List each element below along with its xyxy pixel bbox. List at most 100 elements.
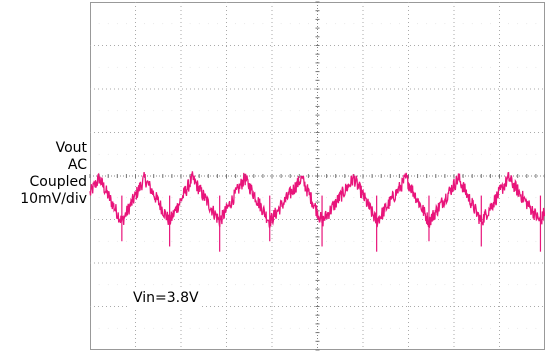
subdiv-dot (262, 327, 264, 329)
subdiv-dot (308, 153, 309, 155)
vin-annotation: Vin=3.8V (130, 290, 202, 307)
subdiv-dot (471, 240, 473, 242)
subdiv-dot (535, 197, 537, 199)
subdiv-dot (380, 23, 382, 25)
subdiv-dot (371, 110, 373, 112)
subdiv-dot (371, 327, 373, 329)
subdiv-dot (262, 110, 264, 112)
subdiv-dot (535, 23, 537, 25)
subdiv-dot (189, 23, 191, 25)
subdiv-dot (162, 66, 164, 68)
subdiv-dot (162, 240, 164, 242)
subdiv-dot (107, 327, 109, 329)
subdiv-dot (335, 66, 337, 68)
subdiv-dot (144, 110, 146, 112)
subdiv-dot (517, 66, 519, 68)
subdiv-dot (535, 153, 537, 155)
subdiv-dot (171, 66, 173, 68)
subdiv-dot (371, 197, 373, 199)
subdiv-dot (426, 110, 428, 112)
subdiv-dot (417, 66, 418, 68)
subdiv-dot (353, 240, 355, 242)
subdiv-dot (399, 197, 400, 199)
subdiv-dot (244, 197, 246, 199)
subdiv-dot (126, 197, 127, 199)
channel-label-line-1: Vout (55, 140, 87, 156)
subdiv-dot (326, 23, 327, 25)
subdiv-dot (426, 327, 428, 329)
subdiv-dot (462, 197, 464, 199)
subdiv-dot (435, 197, 437, 199)
subdiv-dot (116, 23, 118, 25)
subdiv-dot (462, 110, 464, 112)
subdiv-dot (198, 327, 200, 329)
subdiv-dot (435, 23, 437, 25)
subdiv-dot (444, 153, 446, 155)
subdiv-dot (280, 66, 282, 68)
subdiv-dot (335, 327, 337, 329)
subdiv-dot (535, 66, 537, 68)
subdiv-dot (508, 327, 509, 329)
subdiv-dot (335, 284, 337, 286)
subdiv-dot (480, 23, 482, 25)
channel-label-line-4: 10mV/div (20, 191, 87, 207)
subdiv-dot (162, 197, 164, 199)
subdiv-dot (526, 327, 528, 329)
subdiv-dot (471, 327, 473, 329)
subdiv-dot (235, 23, 237, 25)
subdiv-dot (253, 110, 255, 112)
subdiv-dot (289, 110, 291, 112)
subdiv-dot (344, 23, 346, 25)
subdiv-dot (480, 327, 482, 329)
subdiv-dot (253, 327, 255, 329)
subdiv-dot (480, 66, 482, 68)
subdiv-dot (490, 110, 491, 112)
subdiv-dot (198, 110, 200, 112)
subdiv-dot (98, 197, 100, 199)
subdiv-dot (189, 327, 191, 329)
subdiv-dot (198, 153, 200, 155)
subdiv-dot (353, 284, 355, 286)
subdiv-dot (517, 197, 519, 199)
subdiv-dot (435, 284, 437, 286)
subdiv-dot (116, 284, 118, 286)
subdiv-dot (253, 284, 255, 286)
subdiv-dot (217, 153, 218, 155)
subdiv-dot (480, 284, 482, 286)
subdiv-dot (262, 240, 264, 242)
subdiv-dot (162, 23, 164, 25)
subdiv-dot (326, 284, 327, 286)
subdiv-dot (308, 240, 309, 242)
subdiv-dot (171, 153, 173, 155)
subdiv-dot (380, 110, 382, 112)
subdiv-dot (344, 153, 346, 155)
subdiv-dot (426, 197, 428, 199)
subdiv-dot (198, 240, 200, 242)
subdiv-dot (153, 284, 155, 286)
subdiv-dot (262, 23, 264, 25)
subdiv-dot (280, 197, 282, 199)
subdiv-dot (162, 110, 164, 112)
subdiv-dot (335, 153, 337, 155)
subdiv-dot (308, 327, 309, 329)
subdiv-dot (535, 110, 537, 112)
subdiv-dot (380, 153, 382, 155)
subdiv-dot (144, 23, 146, 25)
subdiv-dot (344, 284, 346, 286)
subdiv-dot (253, 240, 255, 242)
subdiv-dot (444, 23, 446, 25)
subdiv-dot (217, 66, 218, 68)
channel-label: Vout AC Coupled 10mV/div (20, 140, 87, 208)
subdiv-dot (244, 110, 246, 112)
subdiv-dot (217, 23, 218, 25)
subdiv-dot (426, 240, 428, 242)
subdiv-dot (116, 240, 118, 242)
subdiv-dot (353, 66, 355, 68)
subdiv-dot (298, 327, 300, 329)
subdiv-dot (244, 327, 246, 329)
subdiv-dot (162, 327, 164, 329)
subdiv-dot (444, 66, 446, 68)
subdiv-dot (189, 153, 191, 155)
subdiv-dot (98, 23, 100, 25)
